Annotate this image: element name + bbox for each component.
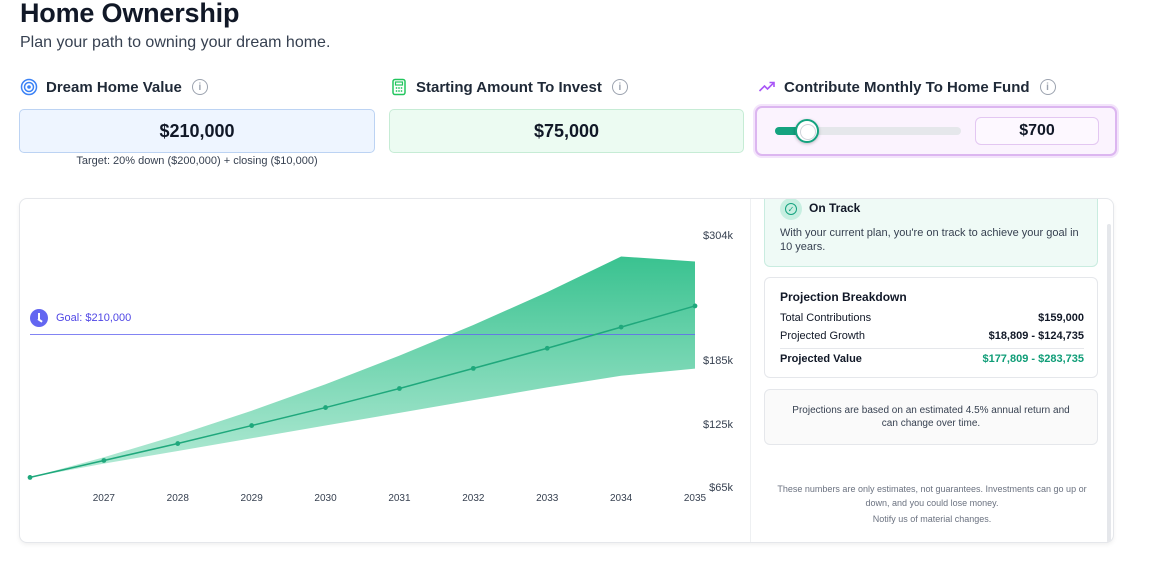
data-point [27, 475, 33, 480]
data-point [249, 423, 255, 428]
data-point [544, 345, 550, 351]
x-tick-label: 2033 [536, 493, 559, 504]
info-icon[interactable]: i [611, 79, 628, 95]
row-label: Projected Growth [780, 330, 865, 342]
disclaimer: These numbers are only estimates, not gu… [777, 484, 1087, 508]
breakdown-separator [780, 348, 1084, 349]
status-text: With your current plan, you're on track … [780, 227, 1079, 253]
calculator-icon [392, 78, 406, 96]
clock-icon [30, 309, 48, 327]
starting-amount-input[interactable]: $75,000 [389, 109, 744, 153]
y-tick-label: $125k [703, 419, 733, 431]
data-point [101, 458, 107, 463]
data-point [323, 405, 328, 410]
goal-marker: Goal: $210,000 [30, 309, 131, 327]
slider-fill [775, 127, 807, 135]
y-tick-label: $185k [703, 355, 733, 367]
x-tick-label: 2029 [241, 493, 264, 504]
x-tick-label: 2035 [684, 493, 707, 504]
breakdown-total: Projected Value $177,809 - $283,735 [780, 353, 1084, 365]
breakdown-row: Total Contributions $159,000 [780, 312, 1084, 324]
x-tick-label: 2032 [462, 493, 485, 504]
row-value: $159,000 [1038, 312, 1084, 324]
home-value-input[interactable]: $210,000 [19, 109, 375, 153]
row-value: $18,809 - $124,735 [988, 330, 1084, 342]
goal-label: Goal: $210,000 [56, 312, 132, 324]
total-value: $177,809 - $283,735 [982, 353, 1084, 365]
x-tick-label: 2030 [314, 493, 337, 504]
panel-divider [750, 199, 751, 542]
data-point [470, 365, 476, 371]
trending-up-icon [758, 81, 775, 92]
x-tick-label: 2028 [167, 493, 190, 504]
x-tick-label: 2027 [93, 493, 116, 504]
slider-handle[interactable] [794, 119, 819, 143]
target-note: Target: 20% down ($200,000) + closing ($… [76, 155, 318, 167]
home-value-label: Dream Home Value [46, 78, 182, 96]
projection-range-area [30, 256, 695, 478]
starting-amount-label-row: Starting Amount To Invest i [390, 78, 628, 96]
projected-value-line [29, 305, 696, 479]
monthly-slider[interactable] [775, 119, 961, 143]
page-title: Home Ownership [20, 0, 240, 28]
projection-chart: 2027 2028 2029 2030 2031 2032 2033 2034 2035 $30… [27, 230, 733, 504]
check-icon: ✓ [780, 199, 802, 220]
projection-breakdown: Projection Breakdown Total Contributions… [764, 277, 1098, 378]
x-tick-label: 2031 [388, 493, 411, 504]
monthly-label-row: Contribute Monthly To Home Fund i [758, 78, 1056, 96]
data-point [692, 303, 698, 309]
status-title: On Track [809, 201, 861, 215]
data-point [618, 324, 624, 330]
monthly-input[interactable]: $700 [975, 117, 1099, 145]
monthly-contribution-control: $700 [755, 106, 1117, 156]
scrollbar[interactable] [1107, 224, 1111, 542]
home-value-label-row: Dream Home Value i [20, 78, 208, 96]
projection-card: 2027 2028 2029 2030 2031 2032 2033 2034 2035 $30… [19, 198, 1114, 543]
y-tick-label: $65k [709, 482, 733, 494]
assumption-note: Projections are based on an estimated 4.… [764, 389, 1098, 445]
info-icon[interactable]: i [191, 79, 208, 95]
status-card: ✓ On Track With your current plan, you'r… [764, 199, 1098, 267]
notify-text: Notify us of material changes. [872, 514, 992, 524]
info-icon[interactable]: i [1039, 79, 1056, 95]
data-point [397, 386, 402, 391]
breakdown-title: Projection Breakdown [780, 290, 907, 304]
row-label: Total Contributions [780, 312, 872, 324]
x-tick-label: 2034 [610, 493, 633, 504]
breakdown-row: Projected Growth $18,809 - $124,735 [780, 330, 1084, 342]
y-tick-label: $304k [703, 230, 733, 242]
monthly-label: Contribute Monthly To Home Fund [784, 78, 1030, 96]
data-point [175, 441, 181, 446]
target-icon [20, 78, 38, 96]
total-label: Projected Value [780, 353, 862, 365]
page-subtitle: Plan your path to owning your dream home… [20, 34, 331, 51]
starting-amount-label: Starting Amount To Invest [416, 78, 602, 96]
